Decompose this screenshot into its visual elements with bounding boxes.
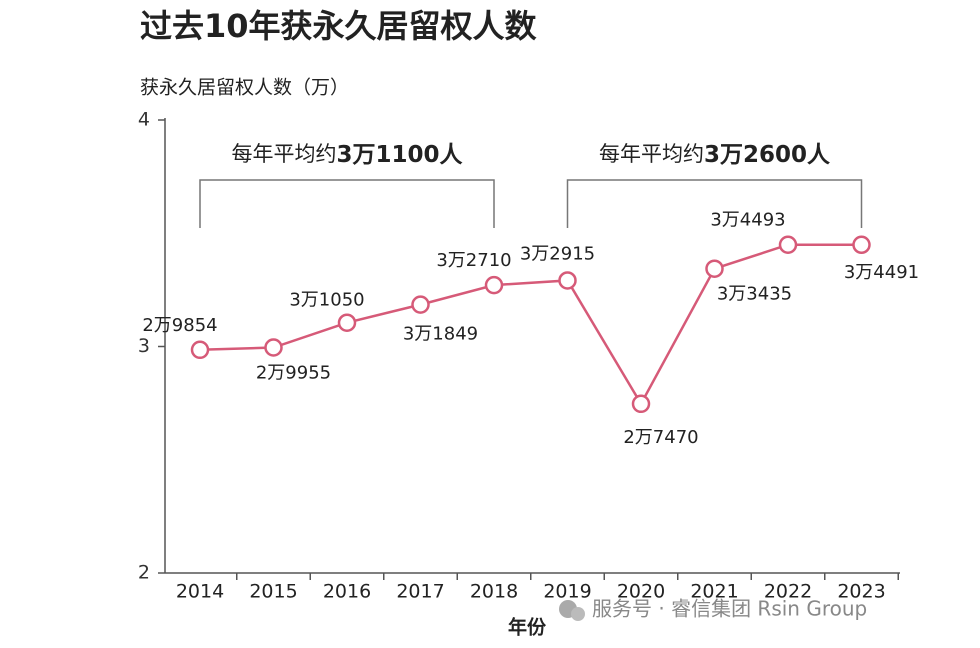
value-label: 3万4493 [710,210,785,231]
x-tick-label: 2016 [323,581,371,603]
data-point [631,394,651,414]
chart-title: 过去10年获永久居留权人数 [140,7,538,45]
value-label: 2万9955 [256,363,331,384]
watermark: 服务号 · 睿信集团 Rsin Group [592,597,867,621]
x-tick-label: 2017 [396,581,444,603]
value-label: 3万4491 [844,262,919,283]
y-axis-label: 获永久居留权人数（万） [140,77,349,99]
line [199,243,862,407]
value-label: 3万2710 [436,250,511,271]
data-point [337,313,357,332]
x-tick-label: 2019 [543,581,591,603]
x-tick-label: 2021 [690,581,738,603]
annotation: 每年平均约3万1100人 [231,142,463,168]
x-tick-label: 2023 [837,581,885,603]
x-axis-label: 年份 [508,616,547,639]
value-label: 3万1849 [403,324,478,345]
x-tick-label: 2022 [764,581,812,603]
y-tick-label: 2 [138,562,150,584]
data-point [705,259,724,278]
x-tick-label: 2015 [249,581,297,603]
y-tick-label: 4 [138,109,150,131]
x-tick-label: 2020 [617,581,665,603]
data-point [411,295,430,314]
value-label: 3万1050 [289,290,364,311]
data-point [778,235,798,254]
annotation: 每年平均约3万2600人 [599,142,831,168]
watermark-icon [559,600,585,621]
bracket [566,179,863,228]
x-tick-label: 2014 [176,581,224,603]
value-label: 3万3435 [717,284,792,305]
annotation-part: 每年平均约 [599,142,704,166]
annotation-part: 每年平均约 [231,142,336,166]
value-label: 2万9854 [142,315,217,336]
annotation-part: 3万2600人 [704,142,831,168]
y-tick-label: 3 [138,335,150,357]
data-point [484,275,504,295]
data-point [190,340,210,360]
data-point [558,271,577,290]
data-point [852,235,871,255]
bracket [199,179,495,228]
value-label: 2万7470 [623,427,698,448]
x-tick-label: 2018 [470,581,518,603]
data-point [264,338,283,357]
annotation-part: 3万1100人 [336,142,463,168]
value-label: 3万2915 [520,243,595,264]
